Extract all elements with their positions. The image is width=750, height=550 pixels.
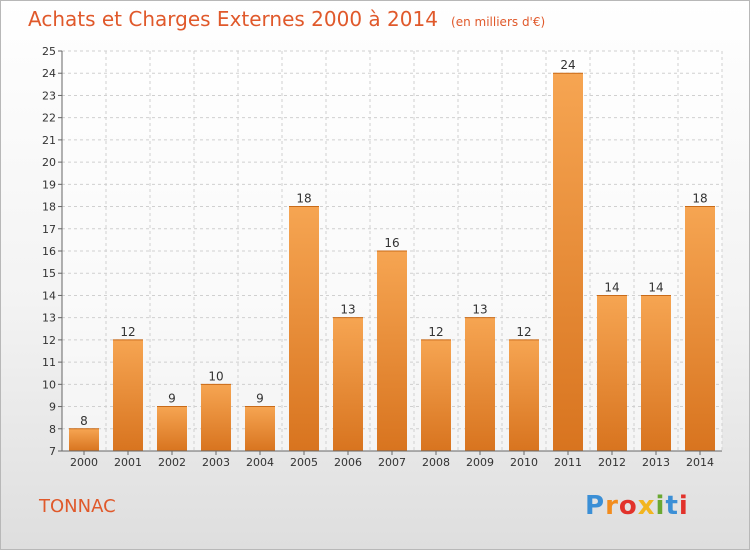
y-tick-label: 10 <box>42 378 56 391</box>
bar-value-label: 14 <box>648 280 663 294</box>
logo-letter: x <box>637 491 656 521</box>
y-tick-label: 25 <box>42 45 56 58</box>
bar-value-label: 13 <box>340 303 355 317</box>
y-tick-label: 21 <box>42 134 56 147</box>
x-tick-label: 2004 <box>246 456 274 469</box>
logo-letter: i <box>655 491 666 521</box>
y-tick-label: 17 <box>42 223 56 236</box>
x-tick-label: 2011 <box>554 456 582 469</box>
bar <box>509 339 539 451</box>
chart-unit: (en milliers d'€) <box>451 15 546 29</box>
x-tick-label: 2003 <box>202 456 230 469</box>
x-tick-label: 2014 <box>686 456 714 469</box>
bar <box>597 295 627 451</box>
y-tick-label: 13 <box>42 312 56 325</box>
bar <box>113 339 143 451</box>
bar-value-label: 18 <box>692 192 707 206</box>
bar <box>289 206 319 451</box>
bar <box>553 73 583 451</box>
bar-value-label: 10 <box>208 369 223 383</box>
x-tick-label: 2006 <box>334 456 362 469</box>
y-tick-label: 9 <box>49 401 56 414</box>
x-tick-label: 2010 <box>510 456 538 469</box>
bar-value-label: 12 <box>120 325 135 339</box>
y-tick-label: 11 <box>42 356 56 369</box>
y-tick-label: 7 <box>49 445 56 458</box>
y-tick-label: 19 <box>42 178 56 191</box>
logo-letter: P <box>585 491 606 521</box>
y-tick-label: 20 <box>42 156 56 169</box>
bar-value-label: 24 <box>560 58 575 72</box>
proxiti-logo: Proxiti <box>585 491 689 521</box>
y-tick-label: 18 <box>42 201 56 214</box>
bar-value-label: 16 <box>384 236 399 250</box>
bar-value-label: 18 <box>296 192 311 206</box>
x-tick-label: 2013 <box>642 456 670 469</box>
chart-title-text: Achats et Charges Externes 2000 à 2014 <box>28 7 438 31</box>
bar-value-label: 9 <box>256 392 264 406</box>
bar-value-label: 8 <box>80 414 88 428</box>
bar <box>465 317 495 451</box>
x-tick-label: 2007 <box>378 456 406 469</box>
y-tick-label: 15 <box>42 267 56 280</box>
logo-letter: t <box>665 491 679 521</box>
bar-value-label: 12 <box>516 325 531 339</box>
x-tick-label: 2009 <box>466 456 494 469</box>
bar-value-label: 9 <box>168 392 176 406</box>
bar-value-label: 12 <box>428 325 443 339</box>
bar <box>641 295 671 451</box>
y-tick-label: 24 <box>42 67 56 80</box>
y-tick-label: 23 <box>42 89 56 102</box>
bar <box>69 428 99 451</box>
x-tick-label: 2005 <box>290 456 318 469</box>
bar <box>421 339 451 451</box>
place-name: TONNAC <box>39 496 116 517</box>
bar <box>377 251 407 451</box>
y-tick-label: 12 <box>42 334 56 347</box>
x-tick-label: 2000 <box>70 456 98 469</box>
logo-letter: i <box>678 491 689 521</box>
bar <box>333 317 363 451</box>
bar-value-label: 13 <box>472 303 487 317</box>
x-tick-label: 2001 <box>114 456 142 469</box>
x-tick-label: 2012 <box>598 456 626 469</box>
x-tick-label: 2002 <box>158 456 186 469</box>
bar <box>245 406 275 451</box>
chart-title: Achats et Charges Externes 2000 à 2014 (… <box>28 7 545 31</box>
logo-letter: r <box>605 491 619 521</box>
logo-letter: o <box>618 491 638 521</box>
y-tick-label: 14 <box>42 289 56 302</box>
y-tick-label: 16 <box>42 245 56 258</box>
y-tick-label: 22 <box>42 112 56 125</box>
bar-value-label: 14 <box>604 280 619 294</box>
y-tick-label: 8 <box>49 423 56 436</box>
x-tick-label: 2008 <box>422 456 450 469</box>
bar <box>201 384 231 451</box>
bar <box>685 206 715 451</box>
bar <box>157 406 187 451</box>
